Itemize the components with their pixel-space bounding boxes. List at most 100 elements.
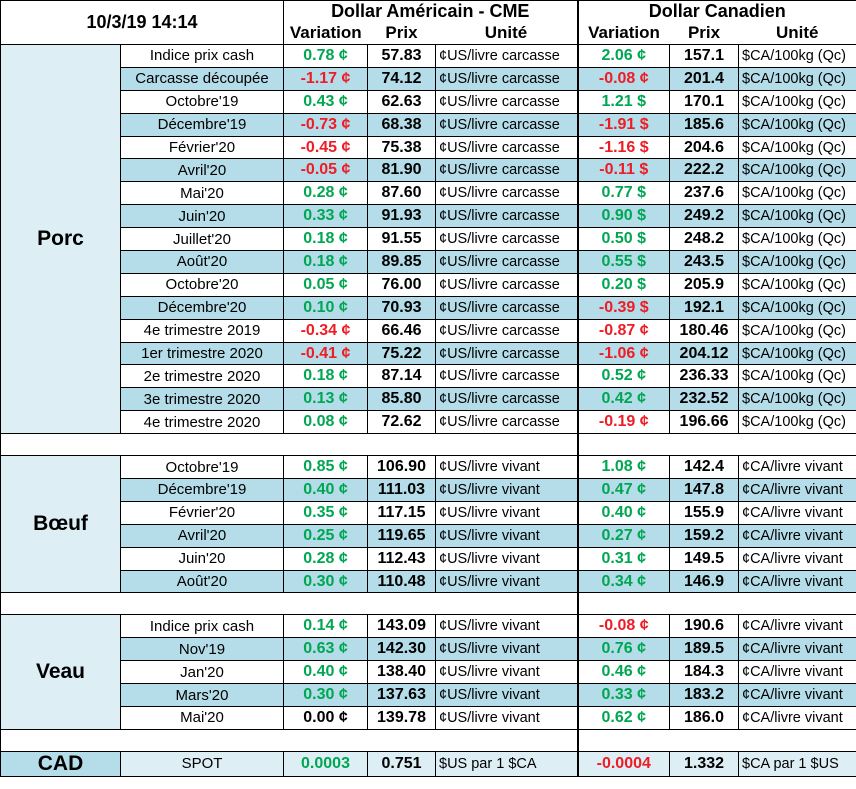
us-variation: 0.85 ¢ [283, 455, 368, 480]
us-unit: ¢US/livre vivant [434, 478, 579, 502]
ca-variation: -0.08 ¢ [576, 614, 671, 639]
us-variation: -0.05 ¢ [283, 158, 368, 183]
ca-variation: 0.33 ¢ [576, 683, 671, 708]
us-prix: 75.22 [367, 341, 436, 366]
row-label: 4e trimestre 2019 [120, 318, 284, 343]
us-unit: ¢US/livre carcasse [434, 89, 579, 114]
us-unit: ¢US/livre carcasse [434, 204, 579, 229]
ca-unit: $CA/100kg (Qc) [738, 66, 856, 91]
datetime: 10/3/19 14:14 [0, 0, 284, 45]
us-prix: 110.48 [367, 569, 436, 594]
us-variation: 0.78 ¢ [283, 44, 368, 68]
us-unit: ¢US/livre vivant [434, 660, 579, 685]
us-prix: 81.90 [367, 158, 436, 183]
ca-variation: -0.08 ¢ [576, 66, 671, 91]
ca-prix: 190.6 [669, 614, 740, 639]
row-label: Décembre'20 [120, 295, 284, 320]
ca-unit: $CA/100kg (Qc) [738, 89, 856, 114]
ca-unit: $CA/100kg (Qc) [738, 250, 856, 274]
us-variation: -0.34 ¢ [283, 318, 368, 343]
ca-unit: ¢CA/livre vivant [738, 683, 856, 708]
ca-prix: 146.9 [669, 569, 740, 594]
row-label: Indice prix cash [120, 44, 284, 68]
ca-variation: -0.87 ¢ [576, 318, 671, 343]
us-prix: 89.85 [367, 250, 436, 274]
ca-prix: 204.6 [669, 135, 740, 160]
ca-unit: $CA/100kg (Qc) [738, 341, 856, 366]
us-variation: 0.13 ¢ [283, 387, 368, 412]
us-prix: 66.46 [367, 318, 436, 343]
table-row: Mars'20 0.30 ¢ 137.63 ¢US/livre vivant 0.33 … [1, 683, 856, 708]
table-row: Octobre'19 0.43 ¢ 62.63 ¢US/livre carcasse 1… [1, 89, 856, 114]
cad-spot-label: SPOT [120, 750, 284, 777]
ca-unit: $CA/100kg (Qc) [738, 181, 856, 206]
us-prix: 74.12 [367, 66, 436, 91]
ca-prix: 236.33 [669, 364, 740, 389]
us-prix: 137.63 [367, 683, 436, 708]
us-variation: 0.40 ¢ [283, 478, 368, 502]
us-unit: ¢US/livre carcasse [434, 272, 579, 297]
ca-unit: $CA/100kg (Qc) [738, 135, 856, 160]
us-variation: 0.25 ¢ [283, 523, 368, 548]
us-unit: ¢US/livre vivant [434, 614, 579, 639]
cad-ca-unit: $CA par 1 $US [738, 750, 856, 777]
us-prix: 62.63 [367, 89, 436, 114]
us-unit: ¢US/livre carcasse [434, 295, 579, 320]
row-label: Mai'20 [120, 181, 284, 206]
us-prix: 72.62 [367, 410, 436, 435]
ca-variation: 0.50 $ [576, 227, 671, 252]
us-variation: 0.28 ¢ [283, 181, 368, 206]
ca-variation: 0.55 $ [576, 250, 671, 274]
ca-unit: ¢CA/livre vivant [738, 706, 856, 730]
ca-variation: 0.42 ¢ [576, 387, 671, 412]
us-prix: 111.03 [367, 478, 436, 502]
us-prix: 68.38 [367, 112, 436, 137]
ca-variation: 0.76 ¢ [576, 637, 671, 662]
us-variation: -0.41 ¢ [283, 341, 368, 366]
separator-cell [0, 592, 579, 616]
table-row: Juin'20 0.28 ¢ 112.43 ¢US/livre vivant 0.31 … [1, 546, 856, 571]
ca-prix: 183.2 [669, 683, 740, 708]
us-variation: 0.28 ¢ [283, 546, 368, 571]
row-label: Octobre'19 [120, 89, 284, 114]
us-unit: ¢US/livre vivant [434, 523, 579, 548]
row-label: Avril'20 [120, 523, 284, 548]
ca-prix: 170.1 [669, 89, 740, 114]
ca-unit: $CA/100kg (Qc) [738, 295, 856, 320]
row-label: Octobre'19 [120, 455, 284, 480]
us-unit: ¢US/livre carcasse [434, 44, 579, 68]
ca-col-variation: Variation [576, 22, 670, 45]
ca-unit: ¢CA/livre vivant [738, 660, 856, 685]
us-col-variation: Variation [283, 22, 368, 45]
us-prix: 87.60 [367, 181, 436, 206]
us-variation: -1.17 ¢ [283, 66, 368, 91]
table-row: 4e trimestre 2020 0.08 ¢ 72.62 ¢US/livre ca… [1, 410, 856, 435]
ca-prix: 142.4 [669, 455, 740, 480]
row-label: Août'20 [120, 569, 284, 594]
us-unit: ¢US/livre vivant [434, 455, 579, 480]
ca-variation: 1.21 $ [576, 89, 671, 114]
ca-unit: $CA/100kg (Qc) [738, 227, 856, 252]
us-variation: -0.73 ¢ [283, 112, 368, 137]
row-label: Nov'19 [120, 637, 284, 662]
table-row: Décembre'20 0.10 ¢ 70.93 ¢US/livre carcasse… [1, 295, 856, 320]
ca-prix: 180.46 [669, 318, 740, 343]
ca-unit: $CA/100kg (Qc) [738, 204, 856, 229]
us-variation: 0.30 ¢ [283, 683, 368, 708]
separator-row [0, 592, 856, 616]
us-prix: 57.83 [367, 44, 436, 68]
row-label: Carcasse découpée [120, 66, 284, 91]
cad-label: CAD [0, 750, 121, 777]
cad-us-prix: 0.751 [367, 750, 436, 777]
ca-prix: 237.6 [669, 181, 740, 206]
us-prix: 91.55 [367, 227, 436, 252]
table-row: 3e trimestre 2020 0.13 ¢ 85.80 ¢US/livre ca… [1, 387, 856, 412]
table-row: 2e trimestre 2020 0.18 ¢ 87.14 ¢US/livre ca… [1, 364, 856, 389]
us-prix: 117.15 [367, 500, 436, 525]
table-row: Décembre'19 0.40 ¢ 111.03 ¢US/livre vivant 0… [1, 478, 856, 502]
us-unit: ¢US/livre carcasse [434, 135, 579, 160]
table-row: Mai'20 0.28 ¢ 87.60 ¢US/livre carcasse 0.77 … [1, 181, 856, 206]
category-label: Porc [0, 43, 121, 435]
ca-prix: 222.2 [669, 158, 740, 183]
table-row: Février'20 0.35 ¢ 117.15 ¢US/livre vivant 0.… [1, 500, 856, 525]
